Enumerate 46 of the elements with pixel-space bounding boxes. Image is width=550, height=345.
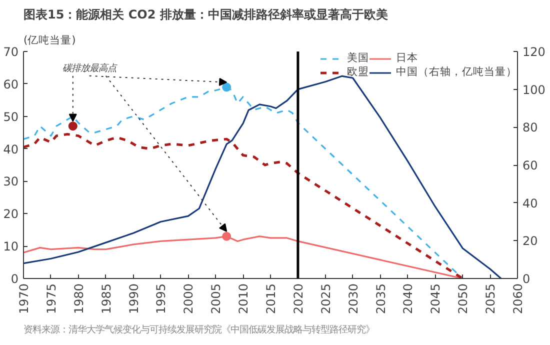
y-tick-label: 60 [3, 77, 19, 92]
y-tick-label: 20 [3, 207, 19, 222]
x-tick-label: 2015 [264, 283, 278, 314]
point [68, 122, 78, 131]
x-tick-label: 1975 [44, 283, 58, 314]
y2-tick-label: 0 [522, 272, 530, 286]
x-tick-label: 1985 [99, 283, 114, 314]
y-tick-label: 70 [3, 45, 19, 59]
y-axis-title: (亿吨当量) [24, 34, 76, 46]
legend-label: 美国 [347, 51, 369, 65]
y-tick-label: 0 [10, 272, 19, 286]
x-tick-label: 1990 [126, 283, 141, 314]
y2-tick-label: 40 [522, 196, 538, 210]
legend-label: 中国（右轴，亿吨当量） [396, 65, 517, 79]
x-tick-label: 2045 [428, 283, 443, 314]
y-tick-label: 30 [3, 174, 19, 189]
x-tick-label: 1970 [17, 283, 31, 314]
legend-label: 日本 [396, 51, 418, 65]
y2-tick-label: 120 [522, 45, 546, 59]
y2-tick-label: 60 [522, 158, 538, 172]
point [222, 82, 232, 92]
x-tick-label: 2010 [236, 283, 251, 314]
x-tick-label: 2005 [209, 283, 224, 314]
text: 资料来源：清华大学气候变化与可持续发展研究院《中国低碳发展战略与转型路径研究》 [24, 324, 374, 336]
x-tick-label: 2025 [318, 283, 333, 314]
x-tick-label: 2030 [346, 283, 360, 314]
x-tick-label: 2050 [456, 283, 470, 314]
y2-tick-label: 80 [522, 120, 538, 135]
y2-tick-label: 100 [522, 82, 546, 97]
legend-label: 欧盟 [347, 65, 369, 79]
x-tick-label: 2035 [374, 283, 388, 314]
x-tick-label: 1980 [72, 283, 86, 314]
y-tick-label: 10 [3, 240, 19, 254]
x-tick-label: 2040 [401, 283, 416, 314]
x-tick-label: 2055 [484, 283, 498, 314]
line-series [24, 132, 464, 278]
chart-title: 图表15：能源相关 CO2 排放量：中国减排路径斜率或显著高于欧美 [24, 8, 388, 22]
y-tick-label: 40 [3, 142, 19, 156]
y2-tick-label: 20 [522, 234, 538, 248]
x-tick-label: 2020 [291, 283, 306, 314]
point [222, 232, 232, 241]
y-tick-label: 50 [3, 110, 19, 124]
x-tick-label: 2060 [511, 283, 525, 314]
x-tick-label: 2000 [182, 283, 196, 314]
annotation: 碳排放最高点 [62, 63, 118, 74]
x-tick-label: 1995 [154, 283, 168, 314]
